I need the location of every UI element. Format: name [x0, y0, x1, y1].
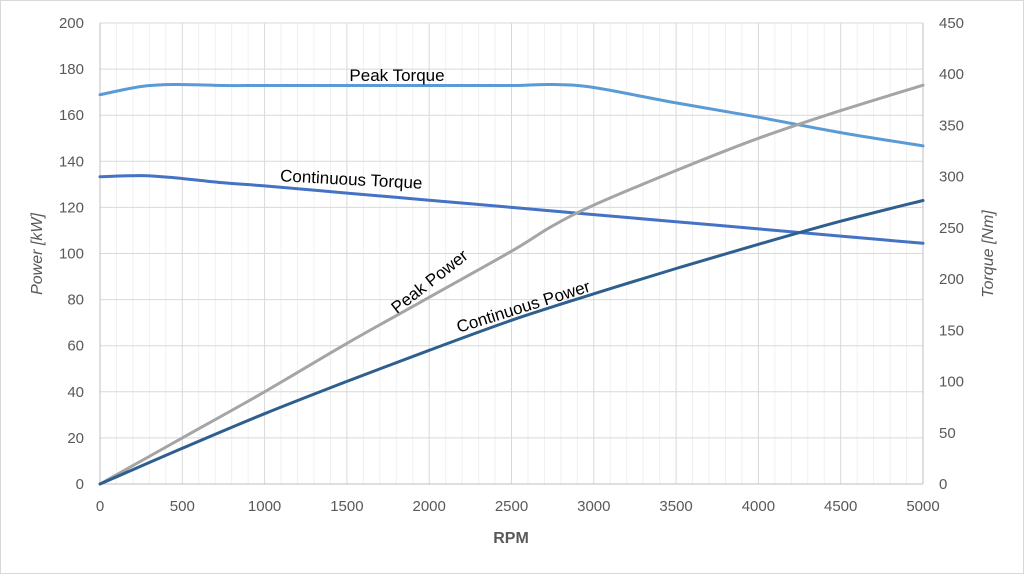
y-right-tick-label: 50: [939, 425, 956, 442]
y-right-tick-label: 350: [939, 117, 964, 134]
x-tick-label: 5000: [906, 498, 939, 515]
axes: [99, 23, 924, 485]
x-tick-label: 4000: [742, 498, 775, 515]
y-left-tick-label: 20: [67, 430, 84, 447]
x-tick-label: 2500: [495, 498, 528, 515]
y-left-tick-label: 160: [59, 107, 84, 124]
y-left-axis-title: Power [kW]: [29, 213, 46, 295]
continuous-torque-line: [98, 174, 925, 245]
x-tick-label: 3500: [659, 498, 692, 515]
y-right-tick-label: 300: [939, 169, 964, 186]
x-tick-label: 0: [96, 498, 104, 515]
y-right-tick-label: 0: [939, 476, 947, 493]
y-right-tick-label: 250: [939, 220, 964, 237]
y-left-tick-label: 120: [59, 199, 84, 216]
x-tick-label: 1500: [330, 498, 363, 515]
series-lines: [98, 82, 925, 486]
x-tick-label: 500: [170, 498, 195, 515]
peak-power-line: [98, 83, 925, 486]
y-left-tick-label: 0: [76, 476, 84, 493]
annotation-continuous-power: Continuous Power: [454, 277, 593, 337]
y-left-tick-label: 100: [59, 246, 84, 263]
continuous-power-line: [98, 199, 925, 486]
y-right-axis-title: Torque [Nm]: [980, 210, 997, 298]
y-left-tick-label: 40: [67, 384, 84, 401]
y-left-tick-label: 60: [67, 338, 84, 355]
y-left-tick-label: 80: [67, 292, 84, 309]
annotation-peak-torque: Peak Torque: [349, 66, 444, 85]
x-tick-label: 3000: [577, 498, 610, 515]
y-left-tick-label: 200: [59, 15, 84, 32]
y-right-tick-label: 100: [939, 374, 964, 391]
x-tick-label: 2000: [413, 498, 446, 515]
tick-labels: 0 500 1000 1500 2000 2500 3000 3500 4000 4500 5000…: [59, 15, 964, 515]
y-right-tick-label: 150: [939, 322, 964, 339]
y-right-tick-label: 400: [939, 66, 964, 83]
x-axis-title: RPM: [493, 530, 529, 547]
x-tick-label: 4500: [824, 498, 857, 515]
y-left-tick-label: 180: [59, 61, 84, 78]
peak-torque-line: [98, 82, 925, 148]
y-right-tick-label: 450: [939, 15, 964, 32]
x-tick-label: 1000: [248, 498, 281, 515]
y-right-tick-label: 200: [939, 271, 964, 288]
y-left-tick-label: 140: [59, 153, 84, 170]
